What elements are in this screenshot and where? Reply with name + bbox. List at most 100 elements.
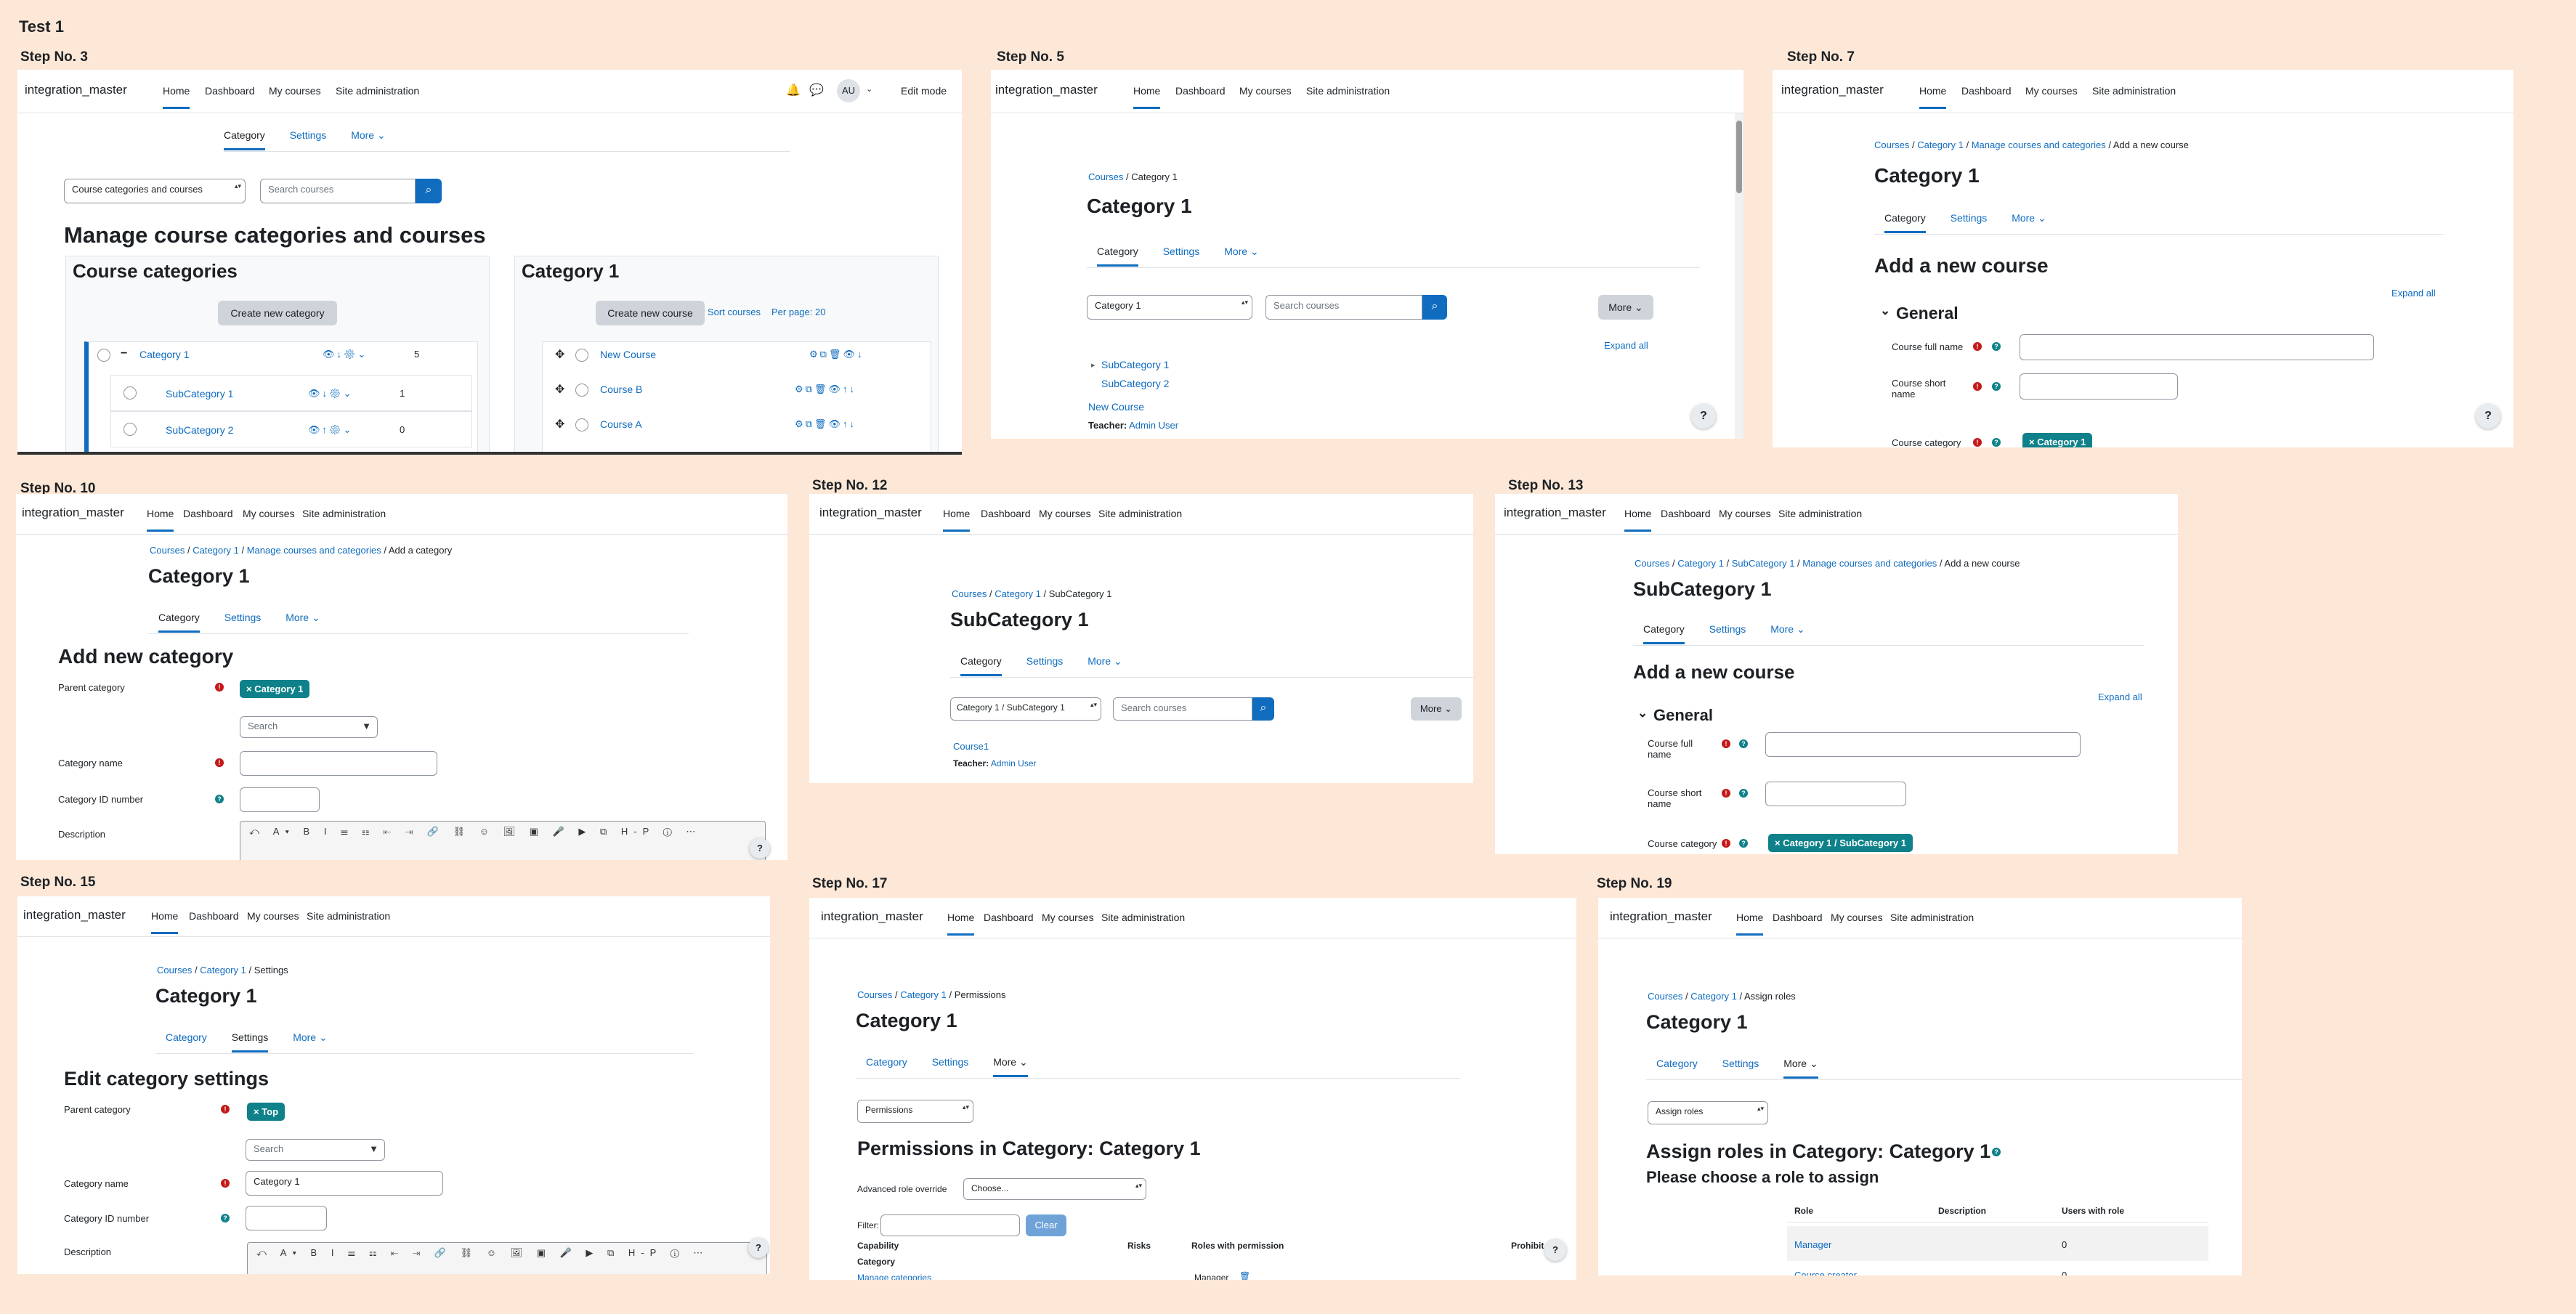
more-button[interactable]: More ⌄: [1411, 697, 1462, 721]
breadcrumb-manage[interactable]: Manage courses and categories: [1971, 139, 2106, 150]
course-full-name-input[interactable]: [1765, 732, 2081, 757]
breadcrumb-subcategory[interactable]: SubCategory 1: [1731, 558, 1795, 569]
nav-dashboard[interactable]: Dashboard: [183, 508, 233, 519]
course-actions-icon[interactable]: ⚙⧉🗑👁↑↓: [795, 418, 856, 429]
nav-home[interactable]: Home: [1919, 85, 1947, 109]
nav-my-courses[interactable]: My courses: [1039, 508, 1091, 519]
subcategory-link[interactable]: SubCategory 1: [1101, 359, 1170, 370]
nav-my-courses[interactable]: My courses: [247, 910, 299, 922]
nav-site-admin[interactable]: Site administration: [302, 508, 386, 519]
chevron-down-icon[interactable]: ⌄: [1880, 304, 1891, 317]
category-tag[interactable]: × Category 1 / SubCategory 1: [1768, 834, 1913, 852]
help-button[interactable]: ?: [1691, 404, 1716, 429]
nav-my-courses[interactable]: My courses: [2025, 85, 2078, 97]
nav-my-courses[interactable]: My courses: [1239, 85, 1292, 97]
expand-icon[interactable]: ▸: [1091, 361, 1095, 370]
tab-more[interactable]: More: [285, 612, 309, 623]
course-link[interactable]: Course A: [600, 418, 642, 430]
breadcrumb-category[interactable]: Category 1: [1917, 139, 1964, 150]
brand[interactable]: integration_master: [819, 506, 922, 519]
category-select[interactable]: Category 1 / SubCategory 1: [950, 697, 1101, 721]
nav-dashboard[interactable]: Dashboard: [189, 910, 239, 922]
tab-settings[interactable]: Settings: [1950, 212, 1988, 224]
nav-site-admin[interactable]: Site administration: [1778, 508, 1863, 519]
sort-courses-link[interactable]: Sort courses: [708, 307, 761, 317]
subcategory-link[interactable]: SubCategory 1: [166, 388, 234, 400]
capability-link[interactable]: Manage categories: [857, 1273, 932, 1280]
filter-input[interactable]: [880, 1214, 1020, 1236]
brand[interactable]: integration_master: [1504, 506, 1606, 519]
nav-home[interactable]: Home: [947, 912, 975, 936]
breadcrumb-category[interactable]: Category 1: [1677, 558, 1724, 569]
course-link[interactable]: Course B: [600, 384, 643, 395]
parent-search-input[interactable]: Search ▼: [240, 716, 378, 738]
section-general[interactable]: General: [1896, 304, 1959, 323]
subcategory-checkbox[interactable]: [123, 386, 137, 400]
nav-my-courses[interactable]: My courses: [1831, 912, 1883, 923]
role-link[interactable]: Manager: [1794, 1239, 1832, 1250]
brand[interactable]: integration_master: [1610, 909, 1712, 923]
chevron-down-icon[interactable]: ⌄: [309, 612, 320, 623]
breadcrumb-category[interactable]: Category 1: [1690, 991, 1737, 1002]
course-full-name-input[interactable]: [2020, 334, 2374, 360]
course-short-name-input[interactable]: [1765, 782, 1906, 806]
help-icon[interactable]: ?: [221, 1214, 230, 1222]
clear-button[interactable]: Clear: [1026, 1214, 1066, 1236]
brand[interactable]: integration_master: [22, 506, 124, 519]
help-icon[interactable]: ?: [215, 795, 224, 803]
tab-more[interactable]: More: [351, 129, 375, 141]
help-button[interactable]: ?: [2476, 404, 2500, 429]
chevron-down-icon[interactable]: ⌄: [1637, 706, 1648, 720]
nav-site-admin[interactable]: Site administration: [2092, 85, 2176, 97]
nav-my-courses[interactable]: My courses: [1042, 912, 1094, 923]
per-page-link[interactable]: Per page: 20: [771, 307, 826, 317]
nav-my-courses[interactable]: My courses: [1719, 508, 1771, 519]
category-tag[interactable]: × Category 1: [2022, 433, 2093, 447]
help-icon[interactable]: ?: [1992, 1148, 2001, 1156]
role-override-select[interactable]: Choose...: [963, 1178, 1146, 1200]
move-icon[interactable]: ✥: [555, 349, 565, 361]
move-icon[interactable]: ✥: [555, 418, 565, 431]
course-checkbox[interactable]: [575, 418, 588, 431]
category-name-input[interactable]: [240, 751, 437, 776]
nav-dashboard[interactable]: Dashboard: [981, 508, 1031, 519]
nav-home[interactable]: Home: [1133, 85, 1161, 109]
tab-more[interactable]: More: [1783, 1058, 1807, 1079]
breadcrumb-category[interactable]: Category 1: [995, 588, 1041, 599]
brand[interactable]: integration_master: [25, 83, 127, 97]
breadcrumb-category[interactable]: Category 1: [200, 965, 246, 976]
subcategory-link[interactable]: SubCategory 2: [1101, 378, 1170, 389]
avatar[interactable]: AU: [837, 79, 860, 102]
category-id-input[interactable]: [246, 1206, 327, 1230]
nav-my-courses[interactable]: My courses: [243, 508, 295, 519]
tab-more[interactable]: More: [2012, 212, 2036, 224]
more-button[interactable]: More ⌄: [1598, 295, 1653, 320]
role-link[interactable]: Course creator: [1794, 1270, 1857, 1276]
breadcrumb-manage[interactable]: Manage courses and categories: [246, 545, 381, 556]
tab-category[interactable]: Category: [166, 1031, 207, 1043]
nav-site-admin[interactable]: Site administration: [307, 910, 391, 922]
tab-more[interactable]: More: [1224, 246, 1248, 257]
nav-home[interactable]: Home: [1624, 508, 1652, 532]
course-actions-icon[interactable]: ⚙⧉🗑👁↓: [809, 349, 864, 360]
nav-site-admin[interactable]: Site administration: [1101, 912, 1186, 923]
tab-settings[interactable]: Settings: [1722, 1058, 1759, 1069]
course-short-name-input[interactable]: [2020, 373, 2178, 400]
course-link[interactable]: New Course: [1088, 401, 1145, 413]
nav-dashboard[interactable]: Dashboard: [1773, 912, 1823, 923]
chevron-down-icon[interactable]: ⌄: [1807, 1058, 1818, 1079]
tab-more[interactable]: More: [1087, 655, 1111, 667]
tab-settings[interactable]: Settings: [289, 129, 327, 141]
collapse-icon[interactable]: −: [121, 347, 128, 360]
dropdown-icon[interactable]: ▼: [369, 1143, 378, 1154]
nav-home[interactable]: Home: [1736, 912, 1764, 936]
nav-site-admin[interactable]: Site administration: [336, 85, 420, 97]
tab-settings[interactable]: Settings: [224, 612, 262, 623]
help-icon[interactable]: ?: [1739, 739, 1748, 748]
tab-settings[interactable]: Settings: [1026, 655, 1064, 667]
teacher-link[interactable]: Admin User: [990, 758, 1037, 768]
tab-settings[interactable]: Settings: [231, 1031, 269, 1053]
help-button[interactable]: ?: [748, 1238, 769, 1258]
help-icon[interactable]: ?: [1992, 382, 2001, 391]
tab-more[interactable]: More: [1770, 623, 1794, 635]
